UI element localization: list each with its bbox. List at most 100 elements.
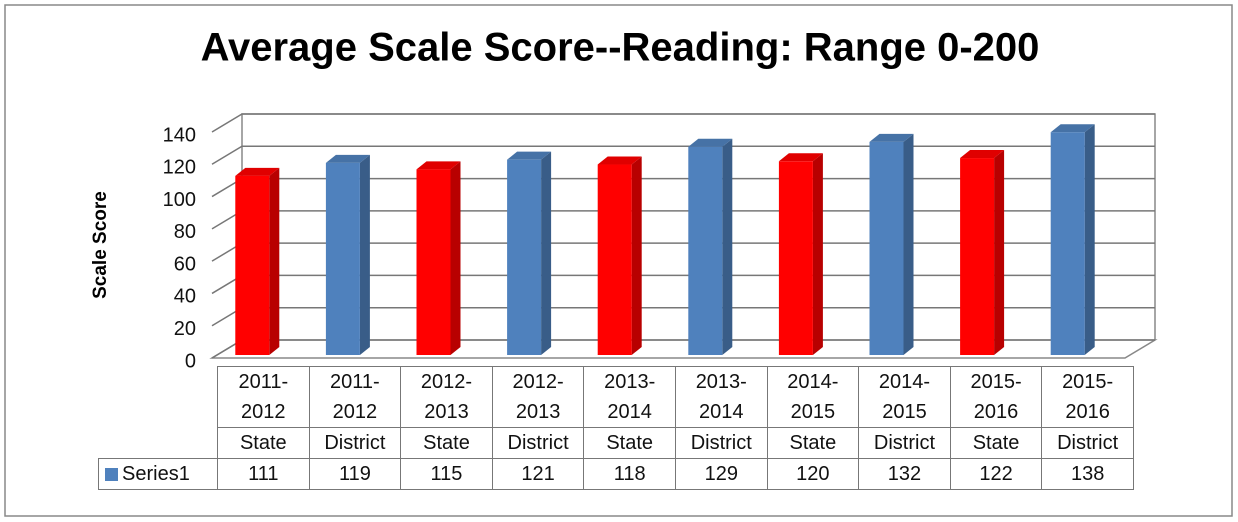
y-tick-label: 120 (163, 157, 196, 179)
bar-top (235, 167, 280, 176)
bar-side (631, 156, 642, 355)
category-cell: 2011-2012 (308, 366, 402, 428)
blank-cell (98, 427, 218, 459)
bar-front (688, 146, 723, 355)
value-label: 138 (1041, 458, 1134, 490)
x-tick-label: 2014-2015 (878, 371, 931, 423)
bar (1050, 124, 1095, 355)
value-label: 119 (308, 458, 402, 490)
x-tick-label: 2012-2013 (420, 371, 473, 423)
category-cell: 2014-2015 (858, 366, 951, 428)
x-tick-label: 2015-2016 (970, 371, 1022, 423)
x-tick-label: 2015-2016 (1062, 371, 1114, 423)
blank-cell (98, 366, 218, 428)
bar-front (507, 159, 542, 355)
bar-top (597, 156, 642, 165)
bar-top (960, 150, 1005, 159)
bar (869, 133, 914, 355)
x-tick-label: 2014-2015 (787, 371, 839, 423)
x-tick-label: 2013-2014 (695, 371, 747, 423)
category-cell: 2012-2013 (400, 366, 493, 428)
bar-front (869, 141, 904, 355)
bar-side (269, 167, 280, 355)
y-tick-label: 140 (163, 124, 196, 146)
value-label: 118 (583, 458, 676, 490)
chart-title: Average Scale Score--Reading: Range 0-20… (201, 26, 1040, 70)
value-label: 120 (766, 458, 860, 490)
y-axis-label: Scale Score (90, 191, 111, 299)
group-row: State District State District State District S… (98, 427, 1134, 459)
bar-top (869, 133, 914, 142)
y-tick-label: 0 (185, 350, 196, 372)
grid-line (211, 145, 1155, 165)
x-tick-label: 2013-2014 (604, 371, 656, 423)
category-row: 2011-2012 2011-2012 2012-2013 2012-2013 2013… (98, 366, 1134, 428)
bar-side (903, 133, 914, 355)
category-cell: 2012-2013 (491, 366, 585, 428)
category-cell: 2015-2016 (1041, 366, 1134, 428)
y-tick-label: 80 (174, 221, 196, 243)
bar-top (778, 153, 823, 162)
y-tick-label: 60 (174, 253, 196, 275)
bar-side (812, 153, 823, 355)
legend-label: Series1 (122, 462, 190, 485)
bar-front (1050, 132, 1085, 355)
bar-side (359, 154, 370, 355)
bar-side (994, 150, 1005, 355)
bar-side (1084, 124, 1095, 355)
group-label: State (949, 427, 1043, 459)
bar-top (688, 138, 733, 147)
x-tick-label: 2011-2012 (330, 371, 380, 423)
category-cell: 2011-2012 (217, 366, 310, 428)
group-label: District (491, 427, 585, 459)
value-label: 129 (674, 458, 768, 490)
group-label: State (583, 427, 676, 459)
group-label: State (400, 427, 493, 459)
group-label: State (217, 427, 310, 459)
group-label: District (308, 427, 402, 459)
bar-front (778, 161, 813, 355)
y-tick-label: 100 (163, 189, 196, 211)
bar (778, 153, 823, 355)
bar-front (960, 158, 995, 355)
bar-top (507, 151, 552, 160)
value-label: 122 (949, 458, 1043, 490)
legend-swatch (105, 467, 118, 481)
bar-side (541, 151, 552, 355)
category-cell: 2014-2015 (766, 366, 860, 428)
category-cell: 2015-2016 (949, 366, 1043, 428)
value-label: 121 (491, 458, 585, 490)
bar-top (325, 154, 370, 163)
x-tick-label: 2011-2012 (238, 371, 289, 423)
value-row: Series1 111 119 115 121 118 129 120 132 122 138 (98, 458, 1134, 490)
bar (325, 154, 370, 355)
y-tick-label: 40 (174, 286, 196, 308)
value-label: 115 (400, 458, 493, 490)
group-label: District (674, 427, 768, 459)
value-label: 132 (858, 458, 951, 490)
legend-cell: Series1 (98, 458, 218, 490)
bar-front (597, 164, 632, 355)
bar (597, 156, 642, 355)
category-cell: 2013-2014 (674, 366, 768, 428)
bar (688, 138, 733, 355)
bar-side (722, 138, 733, 355)
group-label: District (1041, 427, 1134, 459)
bar (235, 167, 280, 355)
bar-front (416, 169, 451, 355)
bar-front (325, 162, 360, 355)
bar-front (235, 175, 270, 355)
group-label: State (766, 427, 860, 459)
bar (507, 151, 552, 355)
bar-top (416, 161, 461, 170)
grid-line (211, 113, 1155, 133)
category-cell: 2013-2014 (583, 366, 676, 428)
bar-top (1050, 124, 1095, 133)
bar (960, 150, 1005, 355)
x-tick-label: 2012-2013 (512, 371, 564, 423)
bar-side (450, 161, 461, 355)
y-tick-label: 20 (174, 318, 196, 340)
data-table: 2011-2012 2011-2012 2012-2013 2012-2013 2013… (98, 366, 1134, 490)
bar (416, 161, 461, 355)
